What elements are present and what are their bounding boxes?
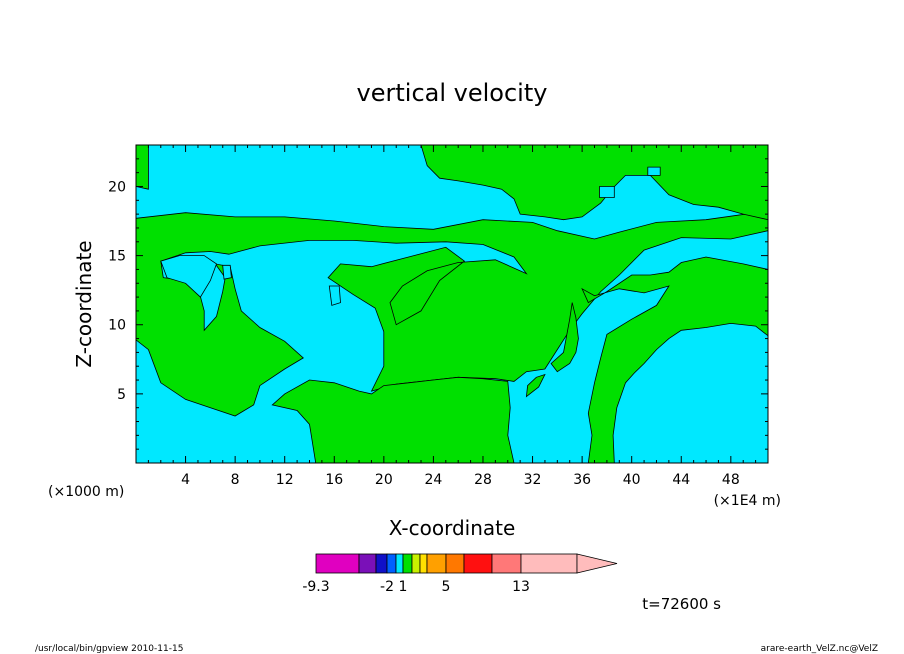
colorbar	[315, 553, 618, 574]
y-tick-label: 15	[108, 249, 126, 265]
colorbar-segment-10	[463, 553, 493, 574]
footer-right: arare-earth_VelZ.nc@VelZ	[761, 644, 878, 654]
x-tick-label: 4	[181, 472, 190, 488]
colorbar-label: 5	[442, 579, 451, 595]
y-tick-label: 10	[108, 318, 126, 334]
x-unit-left: (×1000 m)	[48, 484, 124, 500]
footer-left: /usr/local/bin/gpview 2010-11-15	[35, 644, 183, 654]
colorbar-segment-2	[375, 553, 388, 574]
x-tick-label: 40	[623, 472, 641, 488]
colorbar-segment-3	[386, 553, 397, 574]
x-tick-label: 48	[722, 472, 740, 488]
colorbar-label: -2	[380, 579, 394, 595]
contour-hole-3	[599, 186, 615, 198]
colorbar-arrow	[576, 553, 618, 574]
colorbar-segment-7	[419, 553, 428, 574]
plot-frame	[135, 144, 769, 464]
colorbar-labels: -9.3 -2 1 5 13	[302, 579, 530, 595]
x-tick-label: 24	[424, 472, 442, 488]
x-axis-ticks: 4 8 12 16 20 24 28 32 36 40 44 48	[147, 145, 757, 488]
colorbar-segment-4	[395, 553, 404, 574]
x-tick-label: 44	[672, 472, 690, 488]
colorbar-segment-5	[402, 553, 413, 574]
contour-region-1	[136, 145, 149, 190]
contour-hole-1	[222, 264, 232, 280]
contour-hole-0	[160, 255, 217, 298]
contour-region-6	[525, 373, 546, 398]
plot-area	[136, 145, 768, 463]
colorbar-segment-1	[358, 553, 377, 574]
colorbar-segment-11	[491, 553, 522, 574]
colorbar-label: 13	[512, 579, 530, 595]
x-unit-right: (×1E4 m)	[714, 493, 781, 509]
contour-region-3	[271, 376, 515, 463]
contour-regions	[136, 145, 768, 463]
contour-region-2	[420, 145, 768, 221]
x-tick-label: 16	[325, 472, 343, 488]
y-tick-label: 5	[117, 387, 126, 403]
colorbar-label: 1	[399, 579, 408, 595]
colorbar-segment-9	[445, 553, 465, 574]
contour-hole-4	[647, 166, 661, 176]
contour-hole-2	[328, 285, 341, 306]
y-axis-ticks: 5 10 15 20	[108, 158, 768, 450]
x-tick-label: 36	[573, 472, 591, 488]
x-tick-label: 8	[231, 472, 240, 488]
x-axis-label: X-coordinate	[389, 516, 516, 540]
colorbar-label: -9.3	[302, 579, 329, 595]
colorbar-segment-12	[520, 553, 578, 574]
contour-region-5	[550, 302, 579, 373]
x-tick-label: 28	[474, 472, 492, 488]
colorbar-segment-8	[426, 553, 447, 574]
y-tick-label: 20	[108, 179, 126, 195]
x-tick-label: 32	[524, 472, 542, 488]
contour-holes	[160, 166, 661, 306]
x-tick-label: 20	[375, 472, 393, 488]
contour-region-4	[581, 256, 768, 463]
x-tick-label: 12	[276, 472, 294, 488]
colorbar-segment-0	[315, 553, 360, 574]
chart-title: vertical velocity	[357, 79, 548, 107]
y-axis-label: Z-coordinate	[72, 240, 96, 367]
time-label: t=72600 s	[642, 595, 721, 613]
colorbar-segment-6	[411, 553, 421, 574]
